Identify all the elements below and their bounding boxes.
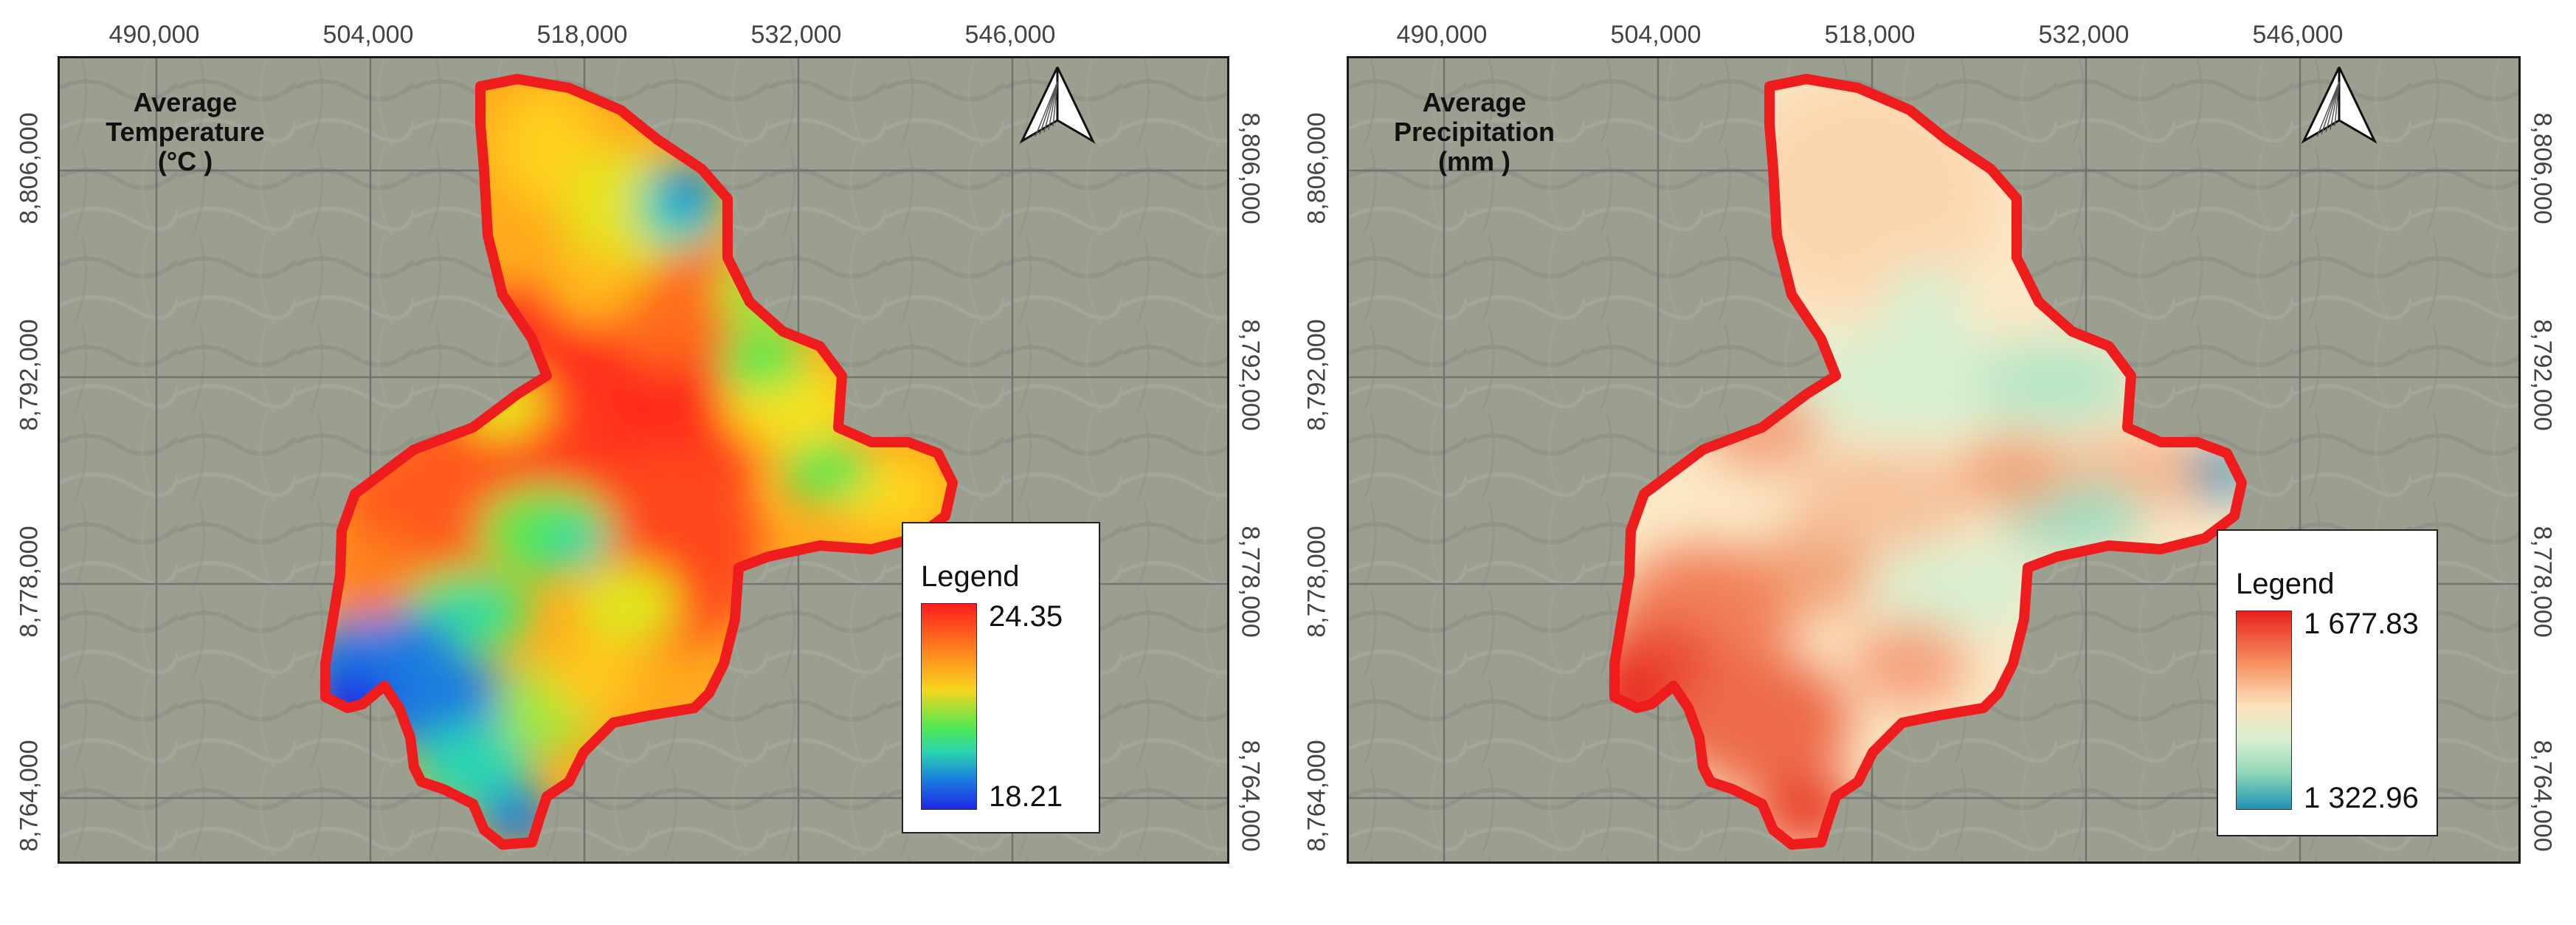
y-tick: 8,764,000 xyxy=(1236,740,1265,852)
temperature-map-panel: 490,000 504,000 518,000 532,000 546,000 … xyxy=(15,21,1265,864)
map-title: Average Temperature (°C ) xyxy=(104,88,266,176)
y-tick: 8,806,000 xyxy=(15,112,44,224)
legend-title: Legend xyxy=(921,560,1020,593)
legend-title: Legend xyxy=(2236,568,2335,600)
north-arrow-icon xyxy=(1019,66,1096,144)
y-tick: 8,792,000 xyxy=(2528,319,2557,431)
x-tick: 546,000 xyxy=(2252,21,2344,49)
map-canvas: Average Precipitation (mm ) Legend 1 677… xyxy=(1347,56,2521,864)
y-tick: 8,764,000 xyxy=(2528,740,2557,852)
legend-color-ramp xyxy=(2236,611,2292,810)
legend-max-value: 1 677.83 xyxy=(2304,608,2419,640)
x-tick: 518,000 xyxy=(1824,21,1916,49)
x-tick: 490,000 xyxy=(108,21,200,49)
y-tick: 8,792,000 xyxy=(15,319,44,431)
legend: Legend 1 677.83 1 322.96 xyxy=(2217,529,2438,836)
x-tick: 546,000 xyxy=(964,21,1056,49)
legend-min-value: 1 322.96 xyxy=(2304,782,2419,814)
y-tick: 8,806,000 xyxy=(1236,112,1265,224)
x-tick: 490,000 xyxy=(1396,21,1488,49)
y-tick: 8,778,000 xyxy=(1302,526,1331,638)
legend-max-value: 24.35 xyxy=(989,600,1063,633)
title-line: (°C ) xyxy=(157,146,213,176)
y-tick: 8,792,000 xyxy=(1302,319,1331,431)
y-tick: 8,806,000 xyxy=(1302,112,1331,224)
x-tick: 532,000 xyxy=(2038,21,2130,49)
temperature-map-graphic xyxy=(60,58,1227,862)
title-line: Temperature xyxy=(106,117,265,147)
y-tick: 8,792,000 xyxy=(1236,319,1265,431)
y-tick: 8,778,000 xyxy=(15,526,44,638)
title-line: Average xyxy=(133,87,238,117)
map-title: Average Precipitation (mm ) xyxy=(1386,88,1563,176)
title-line: Average xyxy=(1422,87,1527,117)
y-tick: 8,778,000 xyxy=(2528,526,2557,638)
legend: Legend 24.35 18.21 xyxy=(902,522,1100,833)
y-tick: 8,778,000 xyxy=(1236,526,1265,638)
y-tick: 8,764,000 xyxy=(1302,740,1331,852)
legend-color-ramp xyxy=(921,603,977,810)
x-tick: 504,000 xyxy=(322,21,414,49)
precipitation-map-graphic xyxy=(1349,58,2518,862)
legend-min-value: 18.21 xyxy=(989,780,1063,813)
x-tick: 504,000 xyxy=(1610,21,1702,49)
x-tick: 518,000 xyxy=(536,21,628,49)
precipitation-map-panel: 490,000 504,000 518,000 532,000 546,000 … xyxy=(1288,0,2576,925)
title-line: Precipitation xyxy=(1393,117,1555,147)
y-tick: 8,764,000 xyxy=(15,740,44,852)
x-tick: 532,000 xyxy=(750,21,842,49)
north-arrow-icon xyxy=(2301,66,2378,144)
y-tick: 8,806,000 xyxy=(2528,112,2557,224)
map-canvas: Average Temperature (°C ) Legend 24.35 1… xyxy=(58,56,1229,864)
title-line: (mm ) xyxy=(1438,146,1510,176)
